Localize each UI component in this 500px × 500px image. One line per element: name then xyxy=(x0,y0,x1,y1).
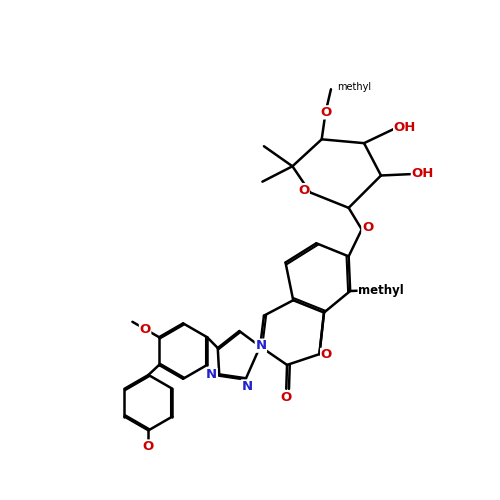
Text: OH: OH xyxy=(394,122,416,134)
Text: O: O xyxy=(362,221,373,234)
Text: OH: OH xyxy=(412,168,434,180)
Text: O: O xyxy=(140,322,150,336)
Text: O: O xyxy=(320,348,332,362)
Text: O: O xyxy=(298,184,309,196)
Text: O: O xyxy=(280,391,291,404)
Text: N: N xyxy=(206,368,217,382)
Text: N: N xyxy=(242,380,252,393)
Text: O: O xyxy=(320,106,331,119)
Text: methyl: methyl xyxy=(336,82,371,92)
Text: N: N xyxy=(256,339,266,352)
Text: methyl: methyl xyxy=(358,284,404,296)
Text: O: O xyxy=(143,440,154,453)
